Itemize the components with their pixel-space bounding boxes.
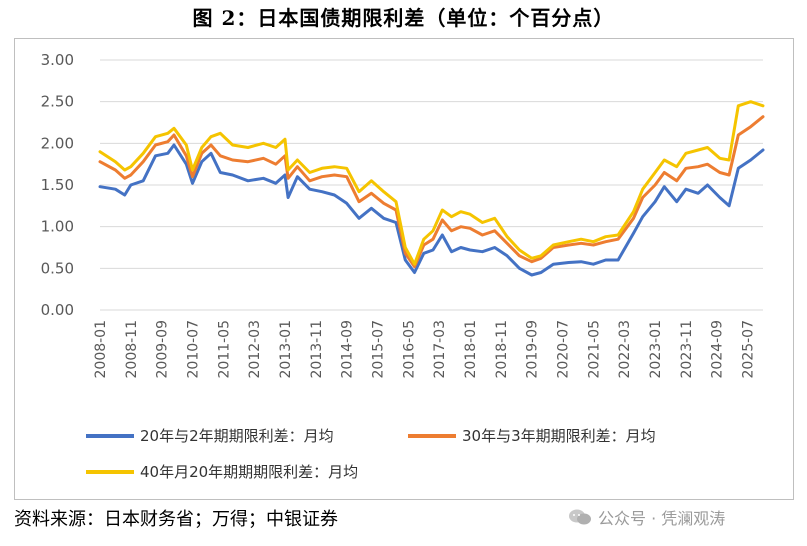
grid-lines	[100, 59, 763, 311]
legend-label-series-2: 30年与3年期期限利差：月均	[462, 427, 656, 445]
x-tick-label: 2010-07	[186, 320, 202, 379]
watermark-text: 公众号 · 凭澜观涛	[598, 509, 726, 528]
legend-item-series-3[interactable]: 40年月20年期期期限利差：月均	[86, 461, 358, 482]
x-tick-label: 2022-03	[617, 320, 633, 379]
series-line-1[interactable]	[98, 143, 765, 277]
y-tick-label: 2.00	[41, 134, 74, 152]
x-tick-label: 2012-03	[247, 320, 263, 379]
watermark: 公众号 · 凭澜观涛	[568, 505, 725, 529]
x-tick-label: 2018-11	[494, 320, 510, 379]
chart-frame	[14, 38, 794, 500]
x-tick-label: 2015-07	[371, 320, 387, 379]
chart-title: 图 2：日本国债期限利差（单位：个百分点）	[192, 6, 615, 30]
x-tick-label: 2023-01	[648, 320, 664, 379]
series-line-3[interactable]	[98, 100, 765, 266]
x-tick-label: 2024-09	[710, 320, 726, 379]
legend-swatch-blue	[86, 433, 134, 438]
y-tick-label: 0.00	[41, 301, 74, 319]
x-tick-label: 2017-03	[432, 320, 448, 379]
legend-item-series-1[interactable]: 20年与2年期期限利差：月均	[86, 425, 334, 446]
y-tick-label: 3.00	[41, 51, 74, 69]
legend-label-series-3: 40年月20年期期期限利差：月均	[140, 463, 359, 481]
x-tick-label: 2008-01	[93, 320, 109, 379]
x-tick-label: 2013-11	[309, 320, 325, 379]
y-tick-label: 1.00	[41, 218, 74, 236]
source-note: 资料来源：日本财务省；万得；中银证券	[14, 509, 338, 530]
x-tick-label: 2016-05	[401, 320, 417, 379]
x-tick-label: 2023-11	[679, 320, 695, 379]
legend-swatch-yellow	[86, 469, 134, 474]
wechat-icon	[569, 509, 591, 525]
x-tick-label: 2013-01	[278, 320, 294, 379]
x-tick-label: 2021-05	[586, 320, 602, 379]
x-tick-label: 2025-07	[741, 320, 757, 379]
legend-swatch-orange	[408, 433, 456, 438]
x-tick-label: 2014-09	[340, 320, 356, 379]
y-tick-label: 2.50	[41, 93, 74, 111]
x-axis-ticks: 2008-01 2008-11 2009-09 2010-07 2011-05 2012-…	[93, 320, 757, 379]
y-axis-ticks: 0.00 0.50 1.00 1.50 2.00 2.50 3.00	[41, 51, 74, 319]
x-tick-label: 2011-05	[216, 320, 232, 379]
series-line-2[interactable]	[98, 115, 765, 269]
legend-item-series-2[interactable]: 30年与3年期期限利差：月均	[408, 425, 656, 446]
x-tick-label: 2020-07	[556, 320, 572, 379]
y-tick-label: 1.50	[41, 176, 74, 194]
x-tick-label: 2018-01	[463, 320, 479, 379]
series-lines	[98, 100, 765, 277]
x-tick-label: 2008-11	[124, 320, 140, 379]
x-tick-label: 2019-09	[525, 320, 541, 379]
x-tick-label: 2009-09	[155, 320, 171, 379]
legend-label-series-1: 20年与2年期期限利差：月均	[140, 427, 334, 445]
y-tick-label: 0.50	[41, 259, 74, 277]
